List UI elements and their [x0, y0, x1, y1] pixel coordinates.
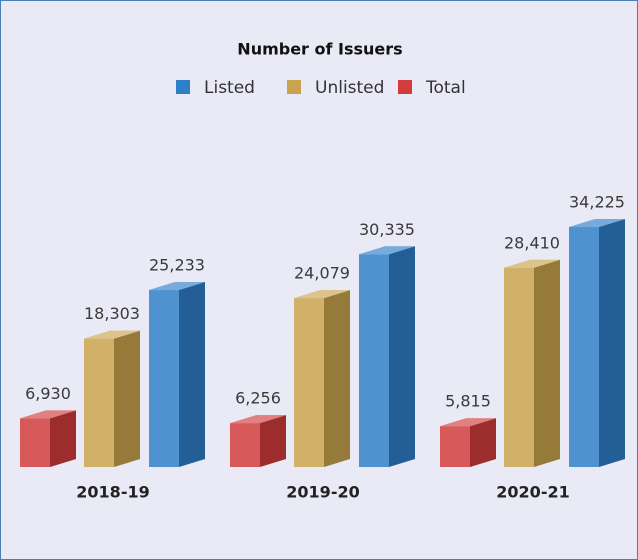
bar-side: [324, 290, 350, 467]
bar-top-shade: [294, 290, 350, 299]
bar-side-shade: [50, 410, 76, 467]
bar-top-shade: [440, 418, 496, 427]
legend-label: Listed: [204, 78, 255, 98]
bar-side: [389, 246, 415, 467]
bar-top: [569, 219, 625, 227]
bar-front: [294, 298, 324, 467]
bar-side-shade: [534, 259, 560, 467]
bar-top: [504, 259, 560, 268]
bar-front: [149, 290, 179, 467]
bar-front-shade: [20, 418, 50, 467]
bar-front: [84, 338, 114, 467]
bar-front: [230, 423, 260, 467]
bar-front: [569, 227, 599, 467]
x-tick-label: 2019-20: [286, 483, 359, 502]
chart-title: Number of Issuers: [237, 40, 402, 59]
bar: [149, 282, 205, 467]
bar: [230, 415, 286, 467]
value-label: 30,335: [359, 220, 415, 239]
bar: [440, 418, 496, 467]
bar-side-shade: [324, 290, 350, 467]
bar-top-shade: [230, 415, 286, 424]
bar-top: [359, 246, 415, 255]
bar-top: [294, 290, 350, 299]
bar-top: [230, 415, 286, 424]
bar-front-shade: [84, 338, 114, 467]
bar-top: [440, 418, 496, 427]
bar: [569, 219, 625, 467]
legend-swatch: [287, 80, 301, 94]
bar-front: [504, 267, 534, 467]
bar-top: [20, 410, 76, 419]
bar-front: [440, 426, 470, 467]
bar-side: [470, 418, 496, 467]
bar-side: [179, 282, 205, 467]
bar-front-shade: [569, 227, 599, 467]
x-tick-label: 2020-21: [496, 483, 569, 502]
legend-swatch: [176, 80, 190, 94]
bar-front-shade: [230, 423, 260, 467]
bar-side-shade: [599, 219, 625, 467]
bar: [20, 410, 76, 467]
bar-front: [359, 254, 389, 467]
bar-top: [84, 330, 140, 339]
bar-top-shade: [504, 259, 560, 268]
bar-side: [260, 415, 286, 467]
value-label: 5,815: [445, 392, 491, 411]
value-label: 34,225: [569, 193, 625, 212]
bar: [84, 330, 140, 467]
bar-side-shade: [389, 246, 415, 467]
bar-side: [50, 410, 76, 467]
bar-side-shade: [260, 415, 286, 467]
bar-side-shade: [179, 282, 205, 467]
bar-top-shade: [149, 282, 205, 291]
bar-side: [114, 330, 140, 467]
bar: [504, 259, 560, 467]
legend-swatch: [398, 80, 412, 94]
legend-label: Total: [425, 78, 466, 98]
bar: [359, 246, 415, 467]
value-label: 6,930: [25, 384, 71, 403]
bar-side-shade: [114, 330, 140, 467]
value-label: 28,410: [504, 233, 560, 252]
bar-top-shade: [359, 246, 415, 255]
bar-side-shade: [470, 418, 496, 467]
legend-label: Unlisted: [315, 78, 384, 98]
bar-front-shade: [440, 426, 470, 467]
bar-front-shade: [294, 298, 324, 467]
bar-side: [599, 219, 625, 467]
x-tick-label: 2018-19: [76, 483, 149, 502]
bar-top-shade: [84, 330, 140, 339]
bar: [294, 290, 350, 467]
bar-front: [20, 418, 50, 467]
bar-front-shade: [149, 290, 179, 467]
bar-top-shade: [20, 410, 76, 419]
bar-top: [149, 282, 205, 291]
bar-side: [534, 259, 560, 467]
bar-front-shade: [359, 254, 389, 467]
bar-top-shade: [569, 219, 625, 227]
value-label: 18,303: [84, 304, 140, 323]
bar-front-shade: [504, 267, 534, 467]
value-label: 24,079: [294, 264, 350, 283]
value-label: 25,233: [149, 256, 205, 275]
value-label: 6,256: [235, 389, 281, 408]
